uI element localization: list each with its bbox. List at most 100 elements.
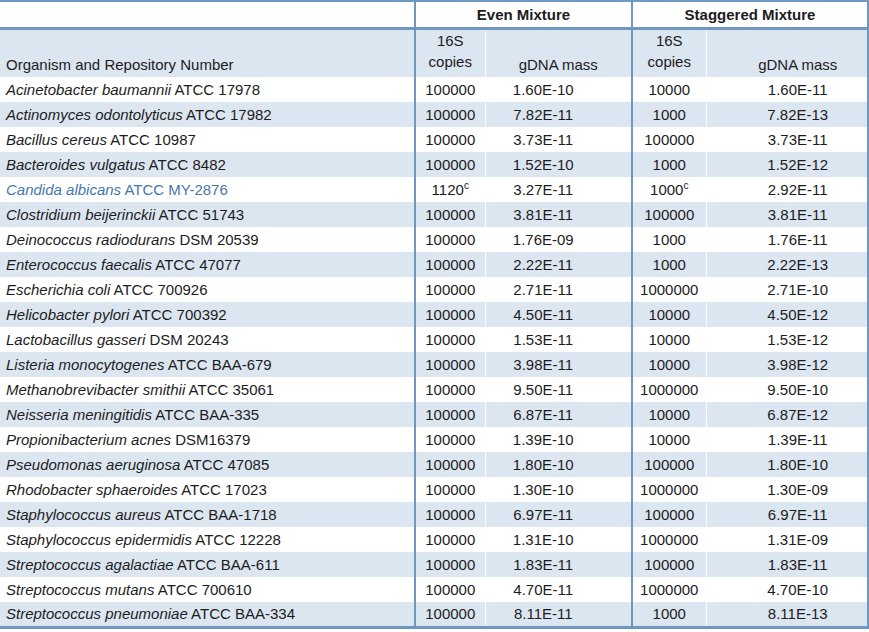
organism-cell: Bacillus cereus ATCC 10987: [0, 127, 415, 152]
staggered-16s-copies-cell: 100000: [632, 502, 706, 527]
organism-scientific-name: Staphylococcus epidermidis: [6, 531, 192, 548]
even-16s-copies-cell: 100000: [415, 577, 485, 602]
table-row: Acinetobacter baumannii ATCC 17978100000…: [0, 77, 868, 102]
organism-scientific-name: Enterococcus faecalis: [6, 256, 152, 273]
even-16s-copies-header-line2: copies: [416, 51, 485, 73]
table-row: Methanobrevibacter smithii ATCC 35061100…: [0, 377, 868, 402]
staggered-gdna-mass-cell: 2.22E-13: [706, 252, 868, 277]
table-row: Candida albicans ATCC MY-28761120c3.27E-…: [0, 177, 868, 202]
table-row: Clostridium beijerinckii ATCC 5174310000…: [0, 202, 868, 227]
staggered-16s-copies-cell: 10000: [632, 327, 706, 352]
even-gdna-mass-cell: 1.31E-10: [485, 527, 632, 552]
even-16s-copies-cell: 100000: [415, 227, 485, 252]
organism-scientific-name: Bacillus cereus: [6, 131, 107, 148]
organism-scientific-name: Listeria monocytogenes: [6, 356, 164, 373]
repository-number: ATCC 51743: [155, 206, 244, 223]
organism-cell: Clostridium beijerinckii ATCC 51743: [0, 202, 415, 227]
organism-scientific-name: Streptococcus pneumoniae: [6, 605, 188, 622]
staggered-16s-copies-cell: 10000: [632, 427, 706, 452]
organism-column-header: Organism and Repository Number: [0, 28, 415, 77]
organism-scientific-name: Clostridium beijerinckii: [6, 206, 155, 223]
table-row: Streptococcus pneumoniae ATCC BAA-334 100…: [0, 602, 868, 627]
even-gdna-mass-cell: 1.80E-10: [485, 452, 632, 477]
staggered-gdna-mass-cell: 6.97E-11: [706, 502, 868, 527]
staggered-gdna-mass-cell: 1.80E-10: [706, 452, 868, 477]
staggered-16s-copies-cell: 1000000: [632, 277, 706, 302]
even-gdna-mass-cell: 9.50E-11: [485, 377, 632, 402]
staggered-gdna-mass-cell: 6.87E-12: [706, 402, 868, 427]
repository-number: ATCC 47077: [152, 256, 241, 273]
organism-cell: Deinococcus radiodurans DSM 20539: [0, 227, 415, 252]
repository-number: ATCC 12228: [192, 531, 281, 548]
organism-cell: Methanobrevibacter smithii ATCC 35061: [0, 377, 415, 402]
staggered-16s-copies-cell: 1000000: [632, 377, 706, 402]
staggered-16s-copies-cell: 100000: [632, 452, 706, 477]
even-16s-copies-cell: 100000: [415, 552, 485, 577]
even-gdna-mass-cell: 2.71E-11: [485, 277, 632, 302]
staggered-gdna-mass-cell: 3.81E-11: [706, 202, 868, 227]
staggered-gdna-mass-cell: 3.73E-11: [706, 127, 868, 152]
even-gdna-mass-cell: 3.73E-11: [485, 127, 632, 152]
staggered-16s-copies-cell: 10000: [632, 302, 706, 327]
staggered-16s-copies-cell: 10000: [632, 352, 706, 377]
repository-number: ATCC 700392: [129, 306, 226, 323]
even-gdna-mass-cell: 2.22E-11: [485, 252, 632, 277]
even-gdna-mass-header: gDNA mass: [485, 28, 632, 77]
organism-scientific-name: Lactobacillus gasseri: [6, 331, 145, 348]
organism-cell: Escherichia coli ATCC 700926: [0, 277, 415, 302]
staggered-gdna-mass-cell: 1.31E-09: [706, 527, 868, 552]
table-row: Staphylococcus aureus ATCC BAA-171810000…: [0, 502, 868, 527]
mock-community-table: Even Mixture Staggered Mixture Organism …: [0, 0, 869, 629]
staggered-16s-copies-cell: 1000: [632, 102, 706, 127]
staggered-16s-copies-header-line1: 16S: [633, 30, 706, 52]
even-gdna-mass-cell: 6.97E-11: [485, 502, 632, 527]
even-16s-copies-cell: 100000: [415, 427, 485, 452]
organism-scientific-name: Escherichia coli: [6, 281, 110, 298]
staggered-gdna-mass-cell: 1.52E-12: [706, 152, 868, 177]
even-gdna-mass-cell: 1.39E-10: [485, 427, 632, 452]
staggered-gdna-mass-cell: 2.71E-10: [706, 277, 868, 302]
repository-number: ATCC MY-2876: [121, 181, 228, 198]
even-16s-copies-cell: 100000: [415, 402, 485, 427]
staggered-gdna-mass-cell: 1.76E-11: [706, 227, 868, 252]
table-row: Helicobacter pylori ATCC 7003921000004.5…: [0, 302, 868, 327]
even-16s-copies-header: 16S copies: [415, 28, 485, 77]
sub-header-row: Organism and Repository Number 16S copie…: [0, 28, 868, 77]
even-16s-copies-cell: 100000: [415, 527, 485, 552]
staggered-gdna-mass-cell: 3.98E-12: [706, 352, 868, 377]
organism-scientific-name: Helicobacter pylori: [6, 306, 129, 323]
organism-scientific-name: Pseudomonas aeruginosa: [6, 456, 180, 473]
even-gdna-mass-cell: 1.60E-10: [485, 77, 632, 102]
table-row: Rhodobacter sphaeroides ATCC 17023100000…: [0, 477, 868, 502]
staggered-16s-copies-cell: 1000: [632, 152, 706, 177]
organism-scientific-name: Actinomyces odontolyticus: [6, 106, 183, 123]
staggered-16s-copies-cell: 100000: [632, 127, 706, 152]
organism-cell: Pseudomonas aeruginosa ATCC 47085: [0, 452, 415, 477]
staggered-16s-copies-cell: 10000: [632, 402, 706, 427]
table-row: Bacillus cereus ATCC 10987 1000003.73E-11…: [0, 127, 868, 152]
organism-cell: Propionibacterium acnes DSM16379: [0, 427, 415, 452]
staggered-16s-copies-cell: 1000000: [632, 527, 706, 552]
organism-scientific-name: Bacteroides vulgatus: [6, 156, 145, 173]
staggered-gdna-mass-cell: 9.50E-10: [706, 377, 868, 402]
staggered-gdna-mass-cell: 4.70E-10: [706, 577, 868, 602]
even-16s-copies-cell: 100000: [415, 252, 485, 277]
even-16s-copies-cell: 100000: [415, 377, 485, 402]
organism-cell: Candida albicans ATCC MY-2876: [0, 177, 415, 202]
repository-number: ATCC BAA-334: [188, 605, 295, 622]
table-body: Acinetobacter baumannii ATCC 17978100000…: [0, 77, 868, 627]
table-row: Pseudomonas aeruginosa ATCC 47085 1000001…: [0, 452, 868, 477]
staggered-16s-copies-cell: 1000000: [632, 477, 706, 502]
staggered-16s-copies-header: 16S copies: [632, 28, 706, 77]
table-row: Bacteroides vulgatus ATCC 84821000001.52…: [0, 152, 868, 177]
table-row: Actinomyces odontolyticus ATCC 179821000…: [0, 102, 868, 127]
staggered-16s-copies-cell: 1000: [632, 252, 706, 277]
organism-cell: Bacteroides vulgatus ATCC 8482: [0, 152, 415, 177]
organism-scientific-name: Rhodobacter sphaeroides: [6, 481, 178, 498]
staggered-16s-copies-cell: 100000: [632, 552, 706, 577]
table-row: Escherichia coli ATCC 7009261000002.71E-…: [0, 277, 868, 302]
organism-scientific-name: Acinetobacter baumannii: [6, 81, 171, 98]
even-gdna-mass-cell: 7.82E-11: [485, 102, 632, 127]
staggered-16s-copies-cell: 1000: [632, 602, 706, 627]
even-16s-copies-cell: 100000: [415, 502, 485, 527]
